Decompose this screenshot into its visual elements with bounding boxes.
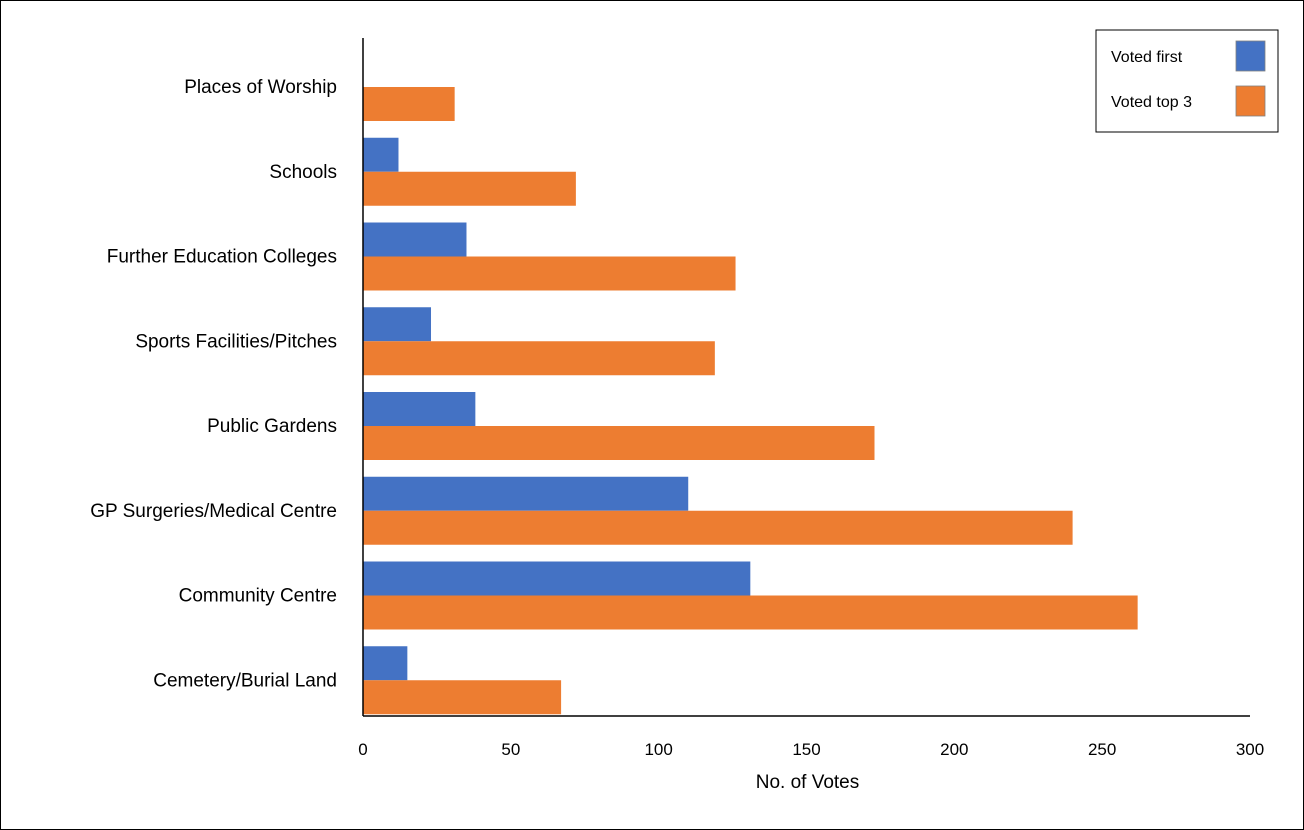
- bar-community-centre-voted-first: [363, 561, 751, 596]
- x-tick-label: 50: [501, 740, 520, 759]
- legend-swatch-voted-first: [1235, 40, 1266, 72]
- bar-cemetery-burial-land-voted-top-3: [363, 680, 562, 715]
- legend: Voted first Voted top 3: [1095, 29, 1279, 133]
- bar-cemetery-burial-land-voted-first: [363, 646, 408, 681]
- bar-places-of-worship-voted-top-3: [363, 87, 455, 121]
- bar-schools-voted-first: [363, 137, 399, 172]
- x-tick-label: 100: [644, 740, 672, 759]
- x-tick-label: 0: [358, 740, 367, 759]
- legend-swatch-voted-top-3: [1235, 85, 1266, 117]
- bar-schools-voted-top-3: [363, 171, 576, 206]
- legend-label-voted-first: Voted first: [1111, 49, 1183, 66]
- category-labels: Places of Worship Schools Further Educatio…: [90, 77, 337, 691]
- x-tick-label: 200: [940, 740, 968, 759]
- x-tick-label: 250: [1088, 740, 1116, 759]
- category-label: Places of Worship: [184, 77, 337, 98]
- bar-further-education-colleges-voted-top-3: [363, 256, 736, 291]
- bar-community-centre-voted-top-3: [363, 595, 1138, 630]
- legend-label-voted-top-3: Voted top 3: [1111, 94, 1192, 111]
- category-label: Schools: [269, 162, 337, 183]
- bar-public-gardens-voted-top-3: [363, 426, 875, 460]
- bar-gp-surgeries-medical-centre-voted-top-3: [363, 510, 1073, 545]
- x-tick-labels: 0 50 100 150 200 250 300: [358, 740, 1264, 759]
- category-label: Cemetery/Burial Land: [153, 670, 337, 691]
- category-label: Public Gardens: [207, 416, 337, 437]
- category-label: Community Centre: [179, 586, 337, 607]
- bars-layer: [363, 87, 1138, 715]
- bar-further-education-colleges-voted-first: [363, 222, 467, 257]
- bar-sports-facilities-pitches-voted-top-3: [363, 341, 715, 376]
- bar-public-gardens-voted-first: [363, 392, 476, 426]
- category-label: Further Education Colleges: [107, 247, 337, 268]
- category-label: Sports Facilities/Pitches: [135, 331, 337, 352]
- x-tick-label: 300: [1236, 740, 1264, 759]
- category-label: GP Surgeries/Medical Centre: [90, 501, 337, 522]
- x-tick-label: 150: [792, 740, 820, 759]
- bar-gp-surgeries-medical-centre-voted-first: [363, 476, 689, 511]
- bar-sports-facilities-pitches-voted-first: [363, 307, 432, 342]
- x-axis-title: No. of Votes: [756, 772, 860, 793]
